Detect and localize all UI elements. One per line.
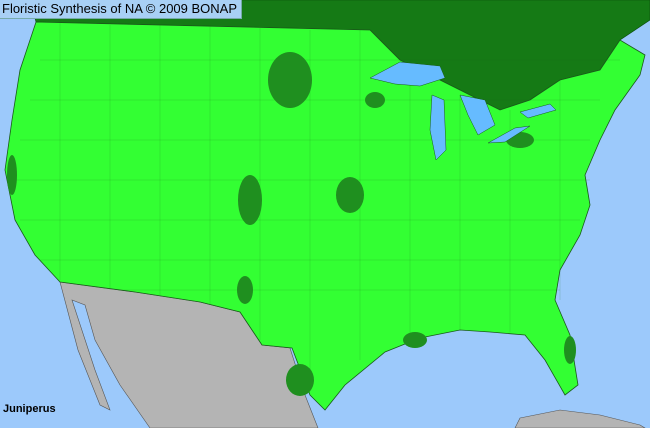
lake-superior <box>369 61 446 87</box>
lake-huron <box>459 94 496 136</box>
patch <box>403 332 427 348</box>
county-lines <box>15 20 620 390</box>
lake-ontario <box>519 103 557 119</box>
county-grid <box>15 20 620 390</box>
cuba-region <box>514 409 646 428</box>
patch <box>365 92 385 108</box>
lake-erie <box>487 125 531 144</box>
map-title: Floristic Synthesis of NA © 2009 BONAP <box>0 0 243 19</box>
patch <box>238 175 262 225</box>
patch <box>268 52 312 108</box>
lake-michigan <box>429 94 447 161</box>
patch <box>564 336 576 364</box>
great-lakes <box>369 61 557 161</box>
patch <box>286 364 314 396</box>
patch <box>237 276 253 304</box>
patch <box>7 155 17 195</box>
taxon-label: Juniperus <box>3 403 56 415</box>
patch <box>336 177 364 213</box>
